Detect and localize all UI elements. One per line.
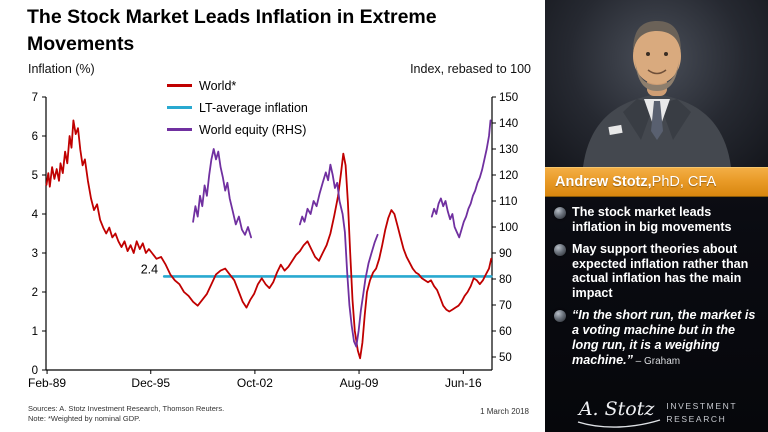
list-item: The stock market leads inflation in big … [554, 205, 760, 235]
svg-text:130: 130 [499, 144, 518, 156]
sphere-bullet-icon [554, 207, 566, 219]
chart-legend: World* LT-average inflation World equity… [167, 76, 308, 139]
author-name: Andrew Stotz, [555, 174, 652, 190]
bullet-text: May support theories about expected infl… [572, 241, 749, 301]
sources-text: Sources: A. Stotz Investment Research, T… [28, 404, 225, 413]
quote-text: “In the short run, the market is a votin… [572, 308, 756, 367]
svg-text:5: 5 [32, 170, 38, 182]
svg-text:90: 90 [499, 248, 512, 260]
svg-text:Aug-09: Aug-09 [340, 376, 379, 390]
author-sidebar: Andrew Stotz, PhD, CFA The stock market … [545, 0, 768, 432]
lt-average-line-swatch [167, 106, 192, 109]
quote-attribution: – Graham [632, 355, 681, 367]
svg-text:140: 140 [499, 118, 518, 130]
astotz-logo: A. Stotz INVESTMENT RESEARCH [545, 398, 768, 428]
legend-label: World equity (RHS) [199, 122, 307, 137]
name-banner: Andrew Stotz, PhD, CFA [545, 167, 768, 197]
bullet-list: The stock market leads inflation in big … [545, 197, 768, 368]
right-axis-label: Index, rebased to 100 [410, 62, 531, 76]
svg-text:Dec-95: Dec-95 [131, 376, 170, 390]
svg-text:7: 7 [32, 92, 38, 104]
sphere-bullet-icon [554, 310, 566, 323]
world-line-swatch [167, 84, 192, 87]
legend-label: LT-average inflation [199, 100, 308, 115]
inflation-equity-chart: 0 1 2 3 4 5 6 7 50 60 70 80 90 100 110 120 130 140 150 Feb-… [28, 92, 518, 390]
sphere-bullet-icon [554, 243, 566, 256]
signature-text: A. Stotz [576, 398, 661, 428]
signature-swoosh-icon [577, 419, 661, 428]
portrait-illustration [583, 21, 731, 167]
andrew-stotz-photo [545, 0, 768, 167]
svg-text:2.4: 2.4 [141, 262, 158, 276]
legend-item-lt-average: LT-average inflation [167, 98, 308, 117]
svg-text:80: 80 [499, 274, 512, 286]
svg-text:6: 6 [32, 131, 38, 143]
legend-item-world-equity: World equity (RHS) [167, 120, 308, 139]
svg-text:3: 3 [32, 248, 38, 260]
date-text: 1 March 2018 [480, 407, 529, 416]
page-title: The Stock Market Leads Inflation in Extr… [27, 6, 437, 56]
logo-subtitle: INVESTMENT RESEARCH [666, 400, 738, 424]
legend-label: World* [199, 78, 237, 93]
chart-panel: The Stock Market Leads Inflation in Extr… [27, 6, 531, 423]
svg-text:50: 50 [499, 352, 512, 364]
world-equity-line-swatch [167, 128, 192, 131]
svg-text:120: 120 [499, 170, 518, 182]
bullet-text: The stock market leads inflation in big … [572, 205, 732, 234]
legend-item-world: World* [167, 76, 308, 95]
svg-text:1: 1 [32, 326, 38, 338]
svg-text:0: 0 [32, 365, 38, 377]
list-item: May support theories about expected infl… [554, 242, 760, 301]
svg-text:150: 150 [499, 92, 518, 104]
list-item-quote: “In the short run, the market is a votin… [554, 308, 760, 367]
svg-text:Oct-02: Oct-02 [237, 376, 273, 390]
svg-text:60: 60 [499, 326, 512, 338]
svg-text:2: 2 [32, 287, 38, 299]
note-text: Note: *Weighted by nominal GDP. [28, 414, 141, 423]
svg-text:Jun-16: Jun-16 [445, 376, 482, 390]
svg-text:70: 70 [499, 300, 512, 312]
left-axis-label: Inflation (%) [28, 62, 95, 76]
svg-text:100: 100 [499, 222, 518, 234]
svg-text:Feb-89: Feb-89 [28, 376, 66, 390]
svg-text:110: 110 [499, 196, 517, 208]
svg-text:4: 4 [32, 209, 39, 221]
author-credentials: PhD, CFA [651, 174, 717, 190]
